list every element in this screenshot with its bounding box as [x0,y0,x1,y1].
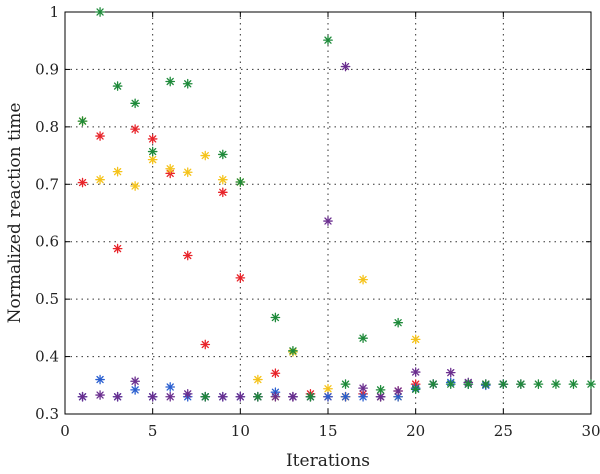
axis-ticks: 0 5 10 15 20 25 30 0.3 0.4 0.5 0.6 0.7 0.8 0.9 1 [35,3,600,440]
data-point-series-4 [165,391,176,402]
data-point-series-5 [165,76,176,87]
y-tick-label: 1 [49,3,59,21]
data-point-series-4 [410,367,421,377]
data-point-series-4 [147,391,158,402]
data-point-series-4 [393,386,403,396]
data-point-series-3 [130,385,140,395]
data-point-series-4 [77,391,88,402]
data-point-series-3 [340,391,351,402]
data-point-series-2 [130,181,140,191]
data-point-series-2 [165,163,176,174]
data-point-series-1 [217,187,228,198]
data-point-series-5 [551,379,561,389]
data-point-series-5 [235,177,246,187]
data-point-series-5 [410,384,421,395]
data-point-series-5 [586,379,596,389]
data-point-series-4 [323,216,333,226]
data-point-series-5 [217,149,228,160]
data-point-series-4 [445,367,456,378]
data-point-series-5 [305,391,316,402]
data-point-series-5 [182,78,193,89]
data-point-series-5 [340,379,351,389]
data-point-series-2 [217,174,228,185]
data-point-series-1 [112,243,123,254]
data-point-series-4 [130,376,140,387]
data-point-series-5 [95,7,105,17]
y-tick-label: 0.9 [35,60,59,78]
x-tick-label: 20 [406,422,425,440]
data-point-series-2 [95,174,105,185]
data-point-series-2 [253,374,263,385]
data-point-series-5 [480,379,491,389]
data-point-series-1 [95,131,105,141]
data-point-series-5 [288,345,298,356]
x-tick-label: 15 [318,422,337,440]
data-point-series-4 [288,391,298,402]
data-point-series-1 [130,124,140,135]
data-point-series-1 [77,177,88,188]
data-point-series-3 [95,374,105,385]
data-point-series-2 [182,167,193,178]
data-point-series-1 [147,134,158,144]
y-tick-label: 0.7 [35,175,59,193]
data-point-series-2 [410,334,421,345]
data-point-series-5 [498,379,509,389]
data-point-series-5 [568,379,579,389]
data-point-series-1 [235,273,246,283]
data-point-series-5 [270,312,281,323]
data-point-series-5 [130,98,140,109]
data-point-series-5 [253,391,263,402]
data-point-series-4 [235,391,246,402]
y-tick-label: 0.4 [35,348,59,366]
data-point-series-4 [358,383,368,394]
data-point-series-5 [375,385,386,395]
data-point-series-4 [112,391,123,402]
data-point-series-4 [270,391,281,402]
y-tick-label: 0.5 [35,290,59,308]
data-point-series-2 [147,154,158,165]
y-axis-title: Normalized reaction time [5,103,25,324]
data-point-series-2 [200,150,211,161]
data-point-series-4 [217,391,228,402]
data-point-series-3 [165,382,176,392]
x-tick-label: 0 [60,422,70,440]
data-point-series-1 [200,339,211,350]
data-point-series-5 [393,317,403,328]
data-point-series-5 [147,146,158,157]
data-point-series-3 [358,391,368,402]
data-point-series-4 [182,389,193,399]
data-point-series-1 [270,368,281,379]
data-point-series-2 [323,383,333,394]
x-tick-label: 5 [148,422,158,440]
data-point-series-5 [463,379,474,389]
x-tick-label: 10 [231,422,250,440]
data-point-series-5 [516,379,526,389]
data-point-series-5 [428,379,439,389]
data-point-series-5 [77,116,88,126]
data-point-series-2 [358,274,368,285]
data-point-series-3 [323,391,333,402]
data-point-series-1 [182,250,193,261]
x-tick-label: 30 [581,422,600,440]
x-axis-title: Iterations [286,451,370,471]
data-point-series-5 [112,81,123,91]
data-point-series-4 [340,61,351,72]
data-point-series-5 [323,35,333,45]
y-tick-label: 0.3 [35,405,59,423]
data-markers [77,7,596,402]
data-point-series-4 [95,390,105,400]
data-point-series-5 [445,379,456,389]
data-point-series-5 [358,333,368,344]
data-point-series-2 [112,166,123,177]
x-tick-label: 25 [494,422,513,440]
data-point-series-5 [200,391,211,402]
data-point-series-5 [533,379,544,389]
y-tick-label: 0.6 [35,233,59,251]
grid-lines [65,12,591,414]
y-tick-label: 0.8 [35,118,59,136]
